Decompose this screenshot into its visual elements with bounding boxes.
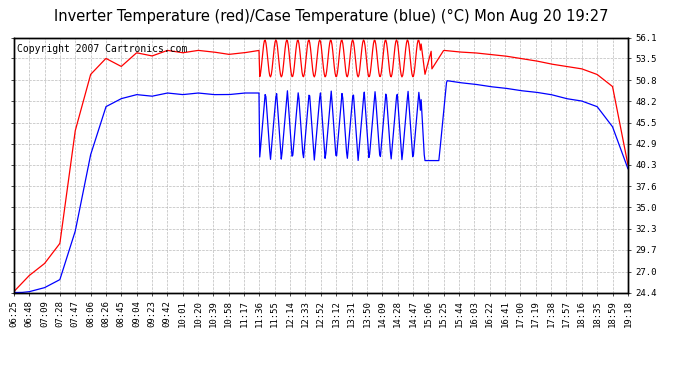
Text: Inverter Temperature (red)/Case Temperature (blue) (°C) Mon Aug 20 19:27: Inverter Temperature (red)/Case Temperat…: [54, 9, 609, 24]
Text: Copyright 2007 Cartronics.com: Copyright 2007 Cartronics.com: [17, 44, 187, 54]
